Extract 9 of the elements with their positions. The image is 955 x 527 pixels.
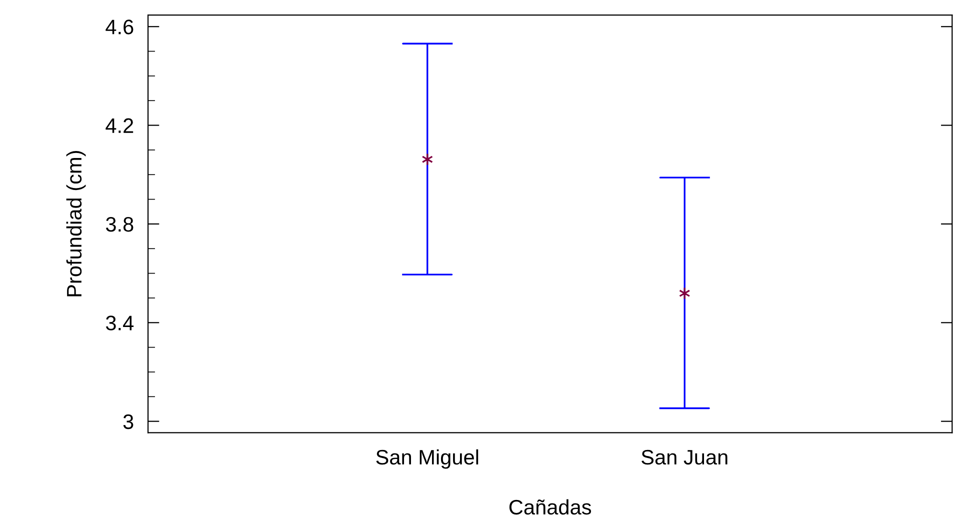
x-tick-label: San Miguel bbox=[376, 449, 478, 469]
x-axis-title: Cañadas bbox=[509, 499, 592, 515]
x-tick-label: San Juan bbox=[642, 450, 728, 465]
y-tick-label: 4.6 bbox=[106, 20, 134, 34]
y-tick-label: 3.4 bbox=[106, 316, 134, 330]
y-axis-title: Profundiad (cm) bbox=[66, 151, 86, 296]
y-tick-label: 3.8 bbox=[106, 216, 134, 232]
y-tick-label: 4.2 bbox=[106, 118, 134, 133]
y-tick-label: 3 bbox=[123, 414, 134, 430]
